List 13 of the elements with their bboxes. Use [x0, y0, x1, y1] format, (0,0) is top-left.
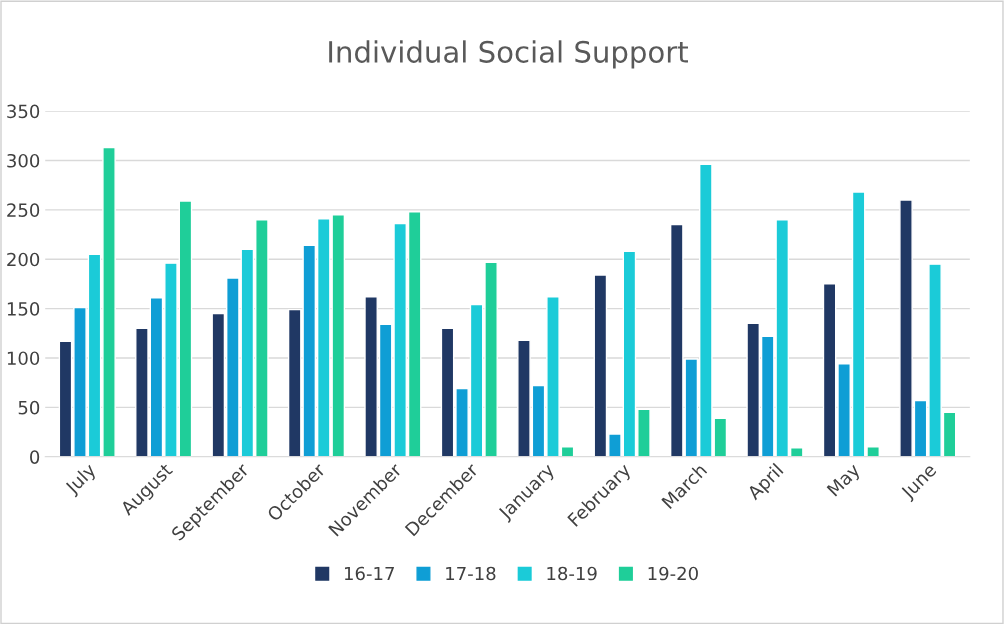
legend-label: 19-20	[648, 566, 698, 581]
y-tick-label: 100	[7, 351, 40, 366]
y-tick-label: 250	[7, 203, 40, 217]
chart-title: Individual Social Support	[329, 40, 688, 69]
y-tick-label: 300	[7, 153, 40, 168]
legend-label: 16-17	[344, 566, 394, 581]
y-tick-label: 350	[7, 104, 40, 119]
y-tick-label: 200	[7, 252, 40, 267]
y-tick-label: 0	[30, 450, 40, 464]
legend-label: 17-18	[446, 566, 496, 581]
legend-label: 18-19	[547, 566, 597, 581]
y-tick-label: 150	[7, 302, 40, 316]
y-tick-label: 50	[18, 400, 40, 415]
